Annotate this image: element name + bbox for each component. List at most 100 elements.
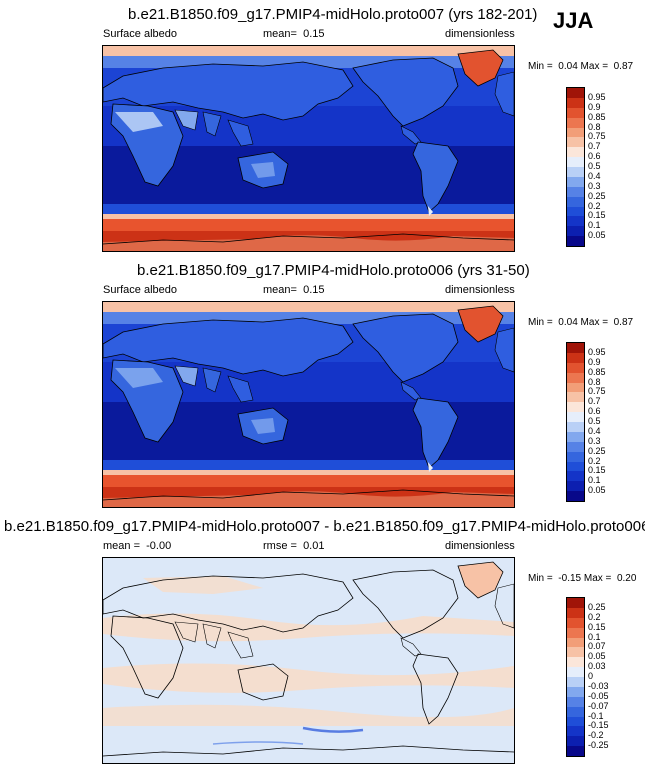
colorbar-swatch	[567, 412, 584, 422]
colorbar-tick-label: 0.8	[588, 376, 601, 387]
panel2-colorbar	[566, 342, 585, 502]
colorbar-swatch	[567, 186, 584, 197]
colorbar-swatch	[567, 637, 584, 648]
colorbar-tick-label: 0.05	[588, 651, 606, 662]
colorbar-swatch	[567, 147, 584, 158]
colorbar-tick-label: -0.2	[588, 730, 604, 741]
colorbar-tick-label: 0.25	[588, 601, 606, 612]
colorbar-tick-label: 0.7	[588, 141, 601, 152]
colorbar-swatch	[567, 137, 584, 148]
colorbar-tick-label: 0.75	[588, 131, 606, 142]
colorbar-swatch	[567, 451, 584, 462]
colorbar-swatch	[567, 236, 584, 246]
colorbar-tick-label: 0.1	[588, 475, 601, 486]
colorbar-tick-label: 0.85	[588, 366, 606, 377]
panel3-minmax: Min = -0.15 Max = 0.20	[528, 573, 637, 584]
colorbar-tick-label: 0.95	[588, 91, 606, 102]
panel1-variable-label: Surface albedo	[103, 28, 177, 40]
panel2-units: dimensionless	[445, 284, 515, 296]
colorbar-tick-label: 0.25	[588, 445, 606, 456]
colorbar-swatch	[567, 382, 584, 393]
colorbar-swatch	[567, 686, 584, 697]
panel2-mean: mean= 0.15	[263, 284, 325, 296]
colorbar-swatch	[567, 431, 584, 442]
colorbar-tick-label: -0.03	[588, 680, 609, 691]
colorbar-tick-label: 0.15	[588, 621, 606, 632]
colorbar-swatch	[567, 598, 584, 608]
panel1-units: dimensionless	[445, 28, 515, 40]
colorbar-tick-label: 0.85	[588, 111, 606, 122]
colorbar-tick-label: 0.7	[588, 396, 601, 407]
colorbar-swatch	[567, 607, 584, 618]
colorbar-tick-label: 0.2	[588, 611, 601, 622]
colorbar-swatch	[567, 736, 584, 747]
colorbar-swatch	[567, 362, 584, 373]
colorbar-tick-label: 0.3	[588, 180, 601, 191]
colorbar-swatch	[567, 746, 584, 756]
colorbar-swatch	[567, 706, 584, 717]
panel2-variable-label: Surface albedo	[103, 284, 177, 296]
colorbar-swatch	[567, 226, 584, 237]
colorbar-tick-label: 0	[588, 671, 594, 681]
colorbar-tick-label: 0.15	[588, 210, 606, 221]
panel3-title: b.e21.B1850.f09_g17.PMIP4-midHolo.proto0…	[4, 518, 645, 535]
panel1-title: b.e21.B1850.f09_g17.PMIP4-midHolo.proto0…	[128, 6, 538, 23]
colorbar-tick-label: 0.1	[588, 220, 601, 231]
panel2-map	[102, 301, 515, 508]
colorbar-swatch	[567, 107, 584, 118]
colorbar-swatch	[567, 647, 584, 658]
colorbar-tick-label: -0.15	[588, 720, 609, 731]
colorbar-tick-label: 0.07	[588, 641, 606, 652]
colorbar-swatch	[567, 657, 584, 668]
panel1-colorbar	[566, 87, 585, 247]
colorbar-tick-label: 0.15	[588, 465, 606, 476]
panel1-map	[102, 45, 515, 252]
panel3-colorbar	[566, 597, 585, 757]
colorbar-tick-label: 0.75	[588, 386, 606, 397]
colorbar-swatch	[567, 97, 584, 108]
panel3-mean: mean = -0.00	[103, 540, 172, 552]
colorbar-tick-label: 0.05	[588, 230, 606, 241]
colorbar-swatch	[567, 117, 584, 128]
colorbar-tick-label: 0.5	[588, 416, 601, 426]
colorbar-swatch	[567, 461, 584, 472]
colorbar-tick-label: 0.4	[588, 425, 601, 436]
colorbar-swatch	[567, 157, 584, 167]
colorbar-tick-label: 0.6	[588, 406, 601, 417]
colorbar-tick-label: 0.5	[588, 161, 601, 171]
colorbar-swatch	[567, 696, 584, 707]
panel2-minmax: Min = 0.04 Max = 0.87	[528, 317, 634, 328]
colorbar-tick-label: 0.1	[588, 631, 601, 642]
colorbar-swatch	[567, 471, 584, 482]
panel1-mean: mean= 0.15	[263, 28, 325, 40]
colorbar-swatch	[567, 167, 584, 177]
colorbar-swatch	[567, 88, 584, 98]
colorbar-swatch	[567, 627, 584, 638]
colorbar-swatch	[567, 667, 584, 677]
colorbar-tick-label: 0.6	[588, 151, 601, 162]
colorbar-tick-label: 0.03	[588, 661, 606, 672]
colorbar-tick-label: 0.9	[588, 101, 601, 112]
panel1-minmax: Min = 0.04 Max = 0.87	[528, 61, 634, 72]
colorbar-swatch	[567, 677, 584, 687]
colorbar-swatch	[567, 343, 584, 353]
colorbar-swatch	[567, 716, 584, 727]
colorbar-swatch	[567, 402, 584, 413]
colorbar-swatch	[567, 491, 584, 501]
colorbar-swatch	[567, 481, 584, 492]
colorbar-swatch	[567, 216, 584, 227]
season-label: JJA	[553, 8, 594, 33]
colorbar-tick-label: 0.95	[588, 346, 606, 357]
colorbar-swatch	[567, 617, 584, 628]
colorbar-swatch	[567, 127, 584, 138]
colorbar-tick-label: -0.25	[588, 740, 609, 751]
colorbar-swatch	[567, 726, 584, 737]
colorbar-tick-label: 0.8	[588, 121, 601, 132]
colorbar-tick-label: -0.07	[588, 700, 609, 711]
colorbar-tick-label: 0.05	[588, 485, 606, 496]
colorbar-tick-label: 0.3	[588, 435, 601, 446]
colorbar-tick-label: 0.2	[588, 455, 601, 466]
colorbar-swatch	[567, 441, 584, 452]
colorbar-swatch	[567, 176, 584, 187]
colorbar-swatch	[567, 392, 584, 403]
